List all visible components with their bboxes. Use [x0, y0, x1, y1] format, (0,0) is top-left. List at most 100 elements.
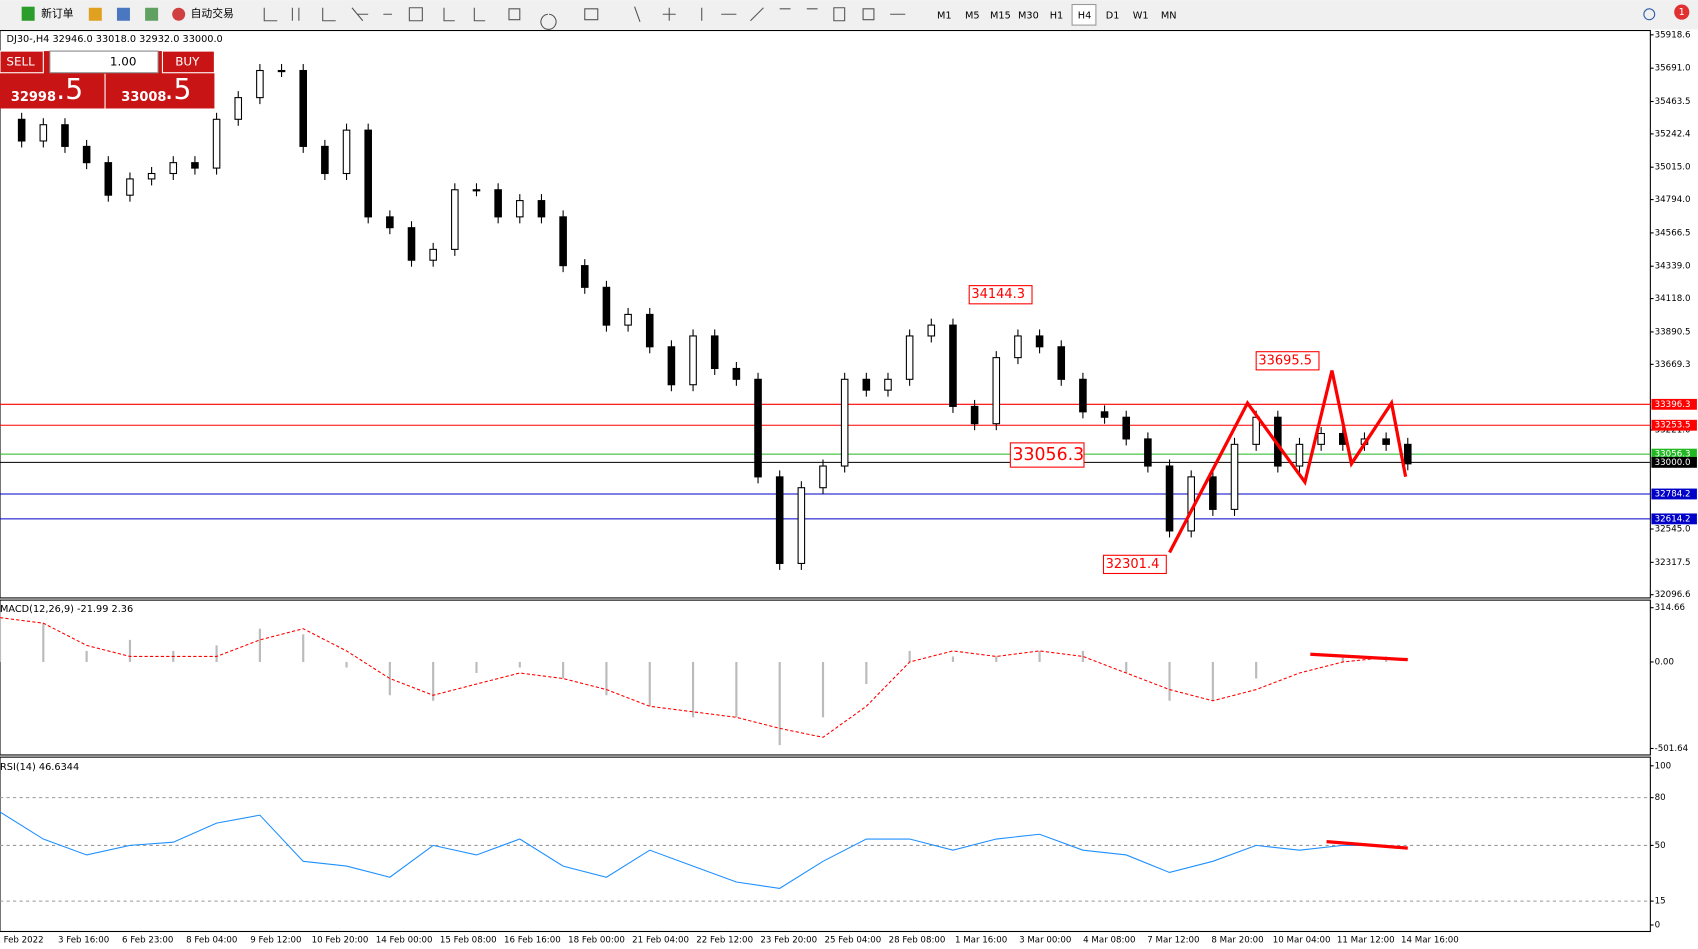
candle-body: [1295, 443, 1304, 467]
sell-button[interactable]: [0, 50, 44, 74]
y-tick-label: 32545.0: [1655, 525, 1691, 535]
x-tick-label: 3 Feb 16:00: [58, 936, 109, 946]
candle-body: [1079, 378, 1087, 413]
annotation-box: [1009, 442, 1085, 468]
y-tick-label: 34339.0: [1655, 262, 1691, 272]
ask-price[interactable]: 33008: [121, 90, 166, 105]
buy-label[interactable]: BUY: [175, 54, 200, 68]
candle-body: [364, 129, 372, 218]
x-tick-label: 4 Mar 08:00: [1083, 936, 1135, 946]
candle-body: [191, 162, 199, 169]
x-tick-label: 8 Mar 20:00: [1211, 936, 1263, 946]
timeframe-button[interactable]: H4: [1078, 10, 1092, 21]
candle-body: [927, 324, 936, 337]
y-tick-label: 100: [1655, 761, 1672, 771]
y-tick-label: 35691.0: [1655, 64, 1691, 74]
annotation-box: [1255, 351, 1320, 371]
toolbar-icons[interactable]: [263, 6, 906, 30]
y-tick-label: 80: [1655, 793, 1666, 803]
candle-body: [797, 487, 806, 564]
rsi-line: [0, 811, 1387, 889]
trade-panel: SELL 1.00 BUY 32998 .5 33008 .5: [0, 50, 215, 109]
indicator-title: RSI(14) 46.6344: [0, 762, 79, 773]
candle-body: [212, 118, 221, 169]
y-tick-label: 35918.6: [1655, 30, 1691, 40]
new-order-icon[interactable]: [21, 6, 35, 21]
macd-pane: [0, 599, 1651, 756]
x-tick-label: 1 Feb 2022: [0, 936, 44, 946]
candle-body: [61, 124, 69, 147]
lots-input[interactable]: [49, 50, 159, 74]
y-tick-label: 0.00: [1655, 657, 1674, 667]
candle-body: [710, 335, 719, 370]
timeframe-button[interactable]: H1: [1050, 10, 1064, 21]
timeframe-button[interactable]: M15: [990, 10, 1011, 21]
candle-body: [1252, 416, 1260, 445]
candle-body: [342, 129, 351, 175]
candle-body: [1057, 346, 1066, 380]
x-tick-label: 3 Mar 00:00: [1019, 936, 1071, 946]
new-order-button[interactable]: 新订单: [41, 6, 74, 20]
x-tick-label: 10 Feb 20:00: [312, 936, 369, 946]
main-pane: [0, 29, 1651, 599]
price-line-label: 33396.3: [1655, 400, 1691, 410]
sell-label[interactable]: SELL: [6, 54, 35, 68]
candle-body: [689, 335, 697, 386]
candle-body: [580, 265, 589, 288]
candle-body: [1230, 443, 1239, 510]
candle-body: [82, 145, 91, 164]
timeframe-button[interactable]: D1: [1106, 10, 1120, 21]
y-tick-label: 33890.5: [1655, 327, 1691, 337]
tool-icon[interactable]: [88, 7, 102, 21]
timeframe-button[interactable]: M5: [965, 10, 980, 21]
price-line-tag: [1651, 456, 1697, 468]
timeframe-button[interactable]: M30: [1018, 10, 1039, 21]
candle-body: [429, 248, 437, 261]
y-tick-label: 32317.5: [1655, 558, 1691, 568]
active-timeframe[interactable]: [1071, 3, 1097, 26]
timeframe-button[interactable]: MN: [1161, 10, 1177, 21]
auto-trading-icon[interactable]: [172, 7, 186, 21]
candle-body: [169, 162, 178, 175]
candle-body: [1014, 335, 1022, 359]
candle-body: [1144, 438, 1152, 467]
annotation-box: [1102, 554, 1167, 575]
y-tick-label: 33669.3: [1655, 360, 1691, 370]
candle-body: [17, 118, 26, 142]
x-tick-label: 21 Feb 04:00: [632, 936, 689, 946]
candle-body: [472, 189, 481, 192]
price-annotation: 34144.3: [971, 287, 1025, 302]
tool-icon[interactable]: [145, 7, 159, 21]
x-tick-label: 18 Feb 00:00: [568, 936, 625, 946]
candle-body: [1403, 443, 1412, 465]
timeframe-button[interactable]: M1: [937, 10, 952, 21]
bid-fraction[interactable]: .5: [56, 73, 83, 106]
candle-body: [667, 346, 676, 386]
x-tick-label: 16 Feb 16:00: [504, 936, 561, 946]
price-line-tag: [1651, 398, 1697, 410]
y-tick-label: 35015.0: [1655, 163, 1691, 173]
ask-fraction[interactable]: .5: [165, 73, 192, 106]
candle-body: [407, 227, 416, 261]
candle-body: [949, 324, 957, 407]
candle-body: [645, 313, 654, 348]
toolbar: [0, 0, 1698, 30]
x-tick-label: 1 Mar 16:00: [955, 936, 1007, 946]
price-annotation: 33056.3: [1013, 445, 1085, 465]
bid-price[interactable]: 32998: [11, 90, 56, 105]
buy-button[interactable]: [161, 50, 215, 74]
search-icon[interactable]: [1643, 8, 1656, 21]
timeframe-button[interactable]: W1: [1133, 10, 1149, 21]
tool-icon[interactable]: [116, 7, 130, 21]
auto-trading-button[interactable]: 自动交易: [191, 6, 234, 20]
x-tick-label: 11 Mar 12:00: [1337, 936, 1395, 946]
candle-body: [624, 313, 632, 326]
notification-badge[interactable]: [1674, 4, 1690, 20]
candle-body: [992, 357, 1001, 425]
candle-body: [905, 335, 914, 380]
signal-line: [0, 617, 1387, 738]
lots-value[interactable]: 1.00: [110, 54, 137, 68]
price-annotation: 33695.5: [1258, 353, 1312, 368]
candle-body: [775, 476, 784, 564]
x-tick-label: 9 Feb 12:00: [250, 936, 301, 946]
